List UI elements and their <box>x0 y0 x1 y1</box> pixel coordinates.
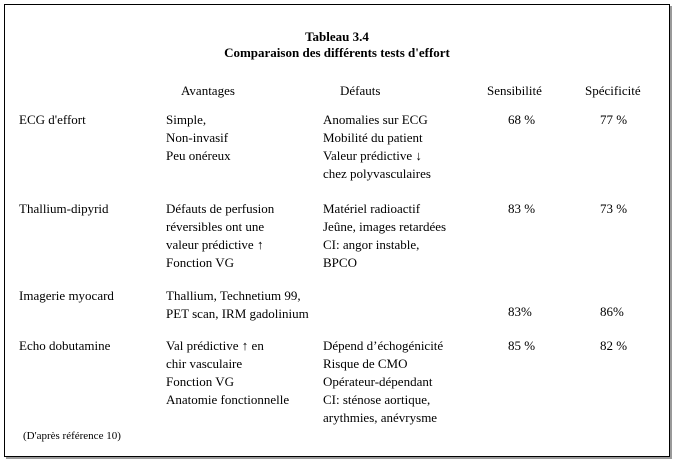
header-sensibilite: Sensibilité <box>487 83 542 98</box>
row-avantages: Thallium, Technetium 99, PET scan, IRM g… <box>166 287 309 323</box>
header-specificite: Spécificité <box>585 83 641 98</box>
defaut-line: Mobilité du patient <box>323 130 423 145</box>
row-avantages: Simple, Non-invasif Peu onéreux <box>166 111 231 165</box>
avantage-line: Fonction VG <box>166 374 235 389</box>
avantage-line: Non-invasif <box>166 130 229 145</box>
avantage-line: Défauts de perfusion <box>166 201 275 216</box>
row-specificite: 86% <box>600 304 624 319</box>
defaut-line: CI: sténose aortique, <box>323 392 431 407</box>
defaut-line: BPCO <box>323 255 357 270</box>
table-subtitle: Comparaison des différents tests d'effor… <box>224 45 450 60</box>
defaut-line: CI: angor instable, <box>323 237 420 252</box>
defaut-line: Matériel radioactif <box>323 201 421 216</box>
avantage-line: valeur prédictive ↑ <box>166 237 264 252</box>
row-specificite: 82 % <box>600 338 628 353</box>
row-test-name: ECG d'effort <box>19 112 86 127</box>
avantage-line: Simple, <box>166 112 207 127</box>
avantage-line: Fonction VG <box>166 255 235 270</box>
row-defauts: Matériel radioactif Jeûne, images retard… <box>323 200 446 272</box>
avantage-line: PET scan, IRM gadolinium <box>166 306 309 321</box>
header-defauts: Défauts <box>340 83 381 98</box>
defaut-line: Opérateur-dépendant <box>323 374 433 389</box>
row-sensibilite: 83% <box>508 304 532 319</box>
table-title: Tableau 3.4 <box>305 29 369 44</box>
defaut-line: arythmies, anévrysme <box>323 410 438 425</box>
row-sensibilite: 85 % <box>508 338 536 353</box>
avantage-line: chir vasculaire <box>166 356 243 371</box>
row-specificite: 77 % <box>600 112 628 127</box>
defaut-line: Risque de CMO <box>323 356 408 371</box>
row-test-name: Echo dobutamine <box>19 338 111 353</box>
avantage-line: Thallium, Technetium 99, <box>166 288 301 303</box>
row-sensibilite: 83 % <box>508 201 536 216</box>
avantage-line: Anatomie fonctionnelle <box>166 392 290 407</box>
header-avantages: Avantages <box>181 83 235 98</box>
avantage-line: Peu onéreux <box>166 148 231 163</box>
defaut-line: Jeûne, images retardées <box>323 219 447 234</box>
row-avantages: Val prédictive ↑ en chir vasculaire Fonc… <box>166 337 289 409</box>
defaut-line: Valeur prédictive ↓ <box>323 148 422 163</box>
row-specificite: 73 % <box>600 201 628 216</box>
row-avantages: Défauts de perfusion réversibles ont une… <box>166 200 274 272</box>
footnote: (D'après référence 10) <box>23 430 121 442</box>
table-frame: Tableau 3.4 Comparaison des différents t… <box>4 4 670 457</box>
defaut-line: Anomalies sur ECG <box>323 112 428 127</box>
row-defauts: Anomalies sur ECG Mobilité du patient Va… <box>323 111 431 183</box>
defaut-line: chez polyvasculaires <box>323 166 431 181</box>
row-sensibilite: 68 % <box>508 112 536 127</box>
row-test-name: Thallium-dipyrid <box>19 201 109 216</box>
avantage-line: Val prédictive ↑ en <box>166 338 264 353</box>
defaut-line: Dépend d’échogénicité <box>323 338 444 353</box>
avantage-line: réversibles ont une <box>166 219 265 234</box>
row-defauts: Dépend d’échogénicité Risque de CMO Opér… <box>323 337 443 427</box>
row-test-name: Imagerie myocard <box>19 288 114 303</box>
